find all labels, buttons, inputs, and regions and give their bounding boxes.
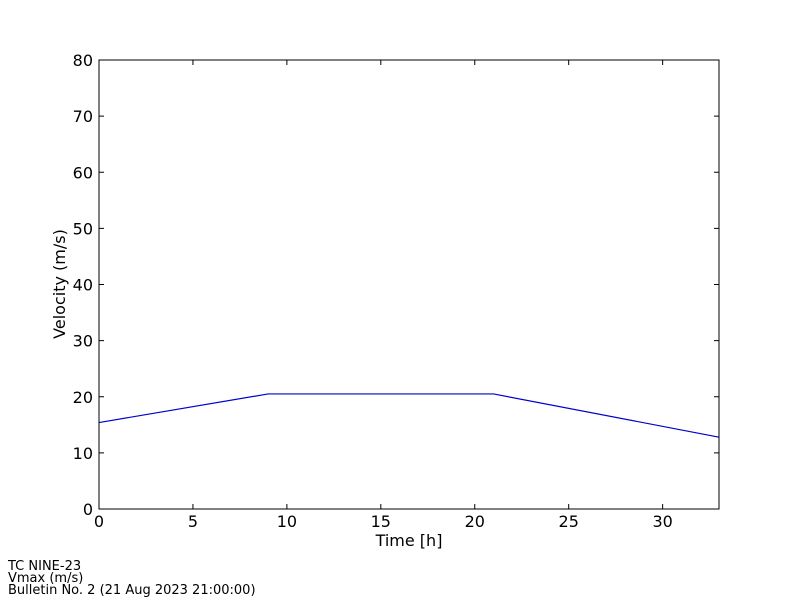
x-tick-label: 30	[652, 512, 672, 531]
data-line	[98, 393, 720, 438]
y-tick-label: 30	[73, 332, 93, 351]
x-tick-label: 10	[277, 512, 297, 531]
x-axis-label: Time [h]	[375, 531, 443, 550]
footer-line: TC NINE-23	[7, 559, 81, 574]
footer-line: Bulletin No. 2 (21 Aug 2023 21:00:00)	[8, 583, 256, 598]
x-tick-label: 20	[465, 512, 485, 531]
y-tick-label: 0	[83, 500, 93, 519]
y-tick-label: 60	[73, 163, 93, 182]
y-tick-label: 80	[73, 51, 93, 70]
plot-frame	[98, 59, 720, 510]
x-tick-label: 15	[371, 512, 391, 531]
y-tick-label: 70	[73, 107, 93, 126]
y-tick-label: 40	[73, 276, 93, 295]
footer-line: Vmax (m/s)	[8, 571, 83, 586]
y-axis-label: Velocity (m/s)	[50, 229, 69, 339]
x-tick-label: 25	[559, 512, 579, 531]
y-tick-label: 20	[73, 388, 93, 407]
y-tick-label: 50	[73, 219, 93, 238]
x-tick-label: 5	[188, 512, 198, 531]
x-tick-label: 0	[94, 512, 104, 531]
y-tick-label: 10	[73, 444, 93, 463]
